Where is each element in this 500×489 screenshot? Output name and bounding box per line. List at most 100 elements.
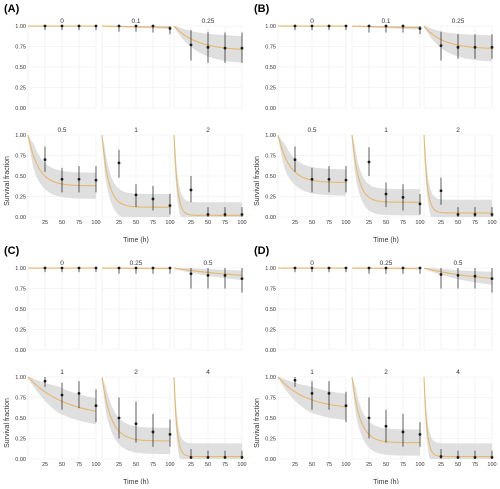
data-point xyxy=(385,267,388,270)
x-tick-label: 75 xyxy=(326,220,332,226)
facet-label: 0.25 xyxy=(380,260,393,267)
y-tick-label: 0.75 xyxy=(265,287,276,293)
panel-letter: (D) xyxy=(254,245,270,257)
facet-label: 0 xyxy=(310,260,314,267)
facet-0: 00.000.250.500.751.00 xyxy=(265,18,347,112)
facet-label: 2 xyxy=(456,127,460,134)
data-point xyxy=(118,25,121,28)
data-point xyxy=(95,25,98,28)
y-tick-label: 0.50 xyxy=(265,65,276,71)
data-point xyxy=(402,196,405,199)
facet-0_25: 0.25 xyxy=(424,18,493,108)
y-tick-label: 0.75 xyxy=(15,154,26,160)
x-tick-label: 50 xyxy=(133,462,139,468)
data-point xyxy=(241,456,244,459)
x-tick-label: 75 xyxy=(222,462,228,468)
data-point xyxy=(385,25,388,28)
data-point xyxy=(491,213,494,216)
y-tick-label: 0.75 xyxy=(15,45,26,51)
data-point xyxy=(328,267,331,270)
x-tick-label: 75 xyxy=(472,462,478,468)
data-point xyxy=(169,27,172,30)
x-tick-label: 100 xyxy=(415,462,424,468)
y-tick-label: 1.00 xyxy=(15,133,26,139)
data-point xyxy=(294,267,297,270)
data-point xyxy=(491,456,494,459)
facet-label: 4 xyxy=(206,369,210,376)
facet-label: 0.5 xyxy=(307,127,316,134)
x-tick-label: 100 xyxy=(237,462,246,468)
data-point xyxy=(419,27,422,30)
y-axis-label: Survival fraction xyxy=(254,398,261,448)
data-point xyxy=(224,47,227,50)
x-tick-label: 50 xyxy=(133,220,139,226)
data-point xyxy=(241,47,244,50)
data-point xyxy=(207,456,210,459)
facet-label: 4 xyxy=(456,369,460,376)
x-tick-label: 100 xyxy=(91,462,100,468)
y-tick-label: 1.00 xyxy=(265,24,276,30)
x-tick-label: 100 xyxy=(91,220,100,226)
x-tick-label: 75 xyxy=(222,220,228,226)
x-tick-label: 25 xyxy=(116,220,122,226)
y-tick-label: 1.00 xyxy=(15,375,26,381)
facet-label: 0.25 xyxy=(452,18,465,25)
data-point xyxy=(169,433,172,436)
data-point xyxy=(190,189,193,192)
y-tick-label: 0.25 xyxy=(265,86,276,92)
facet-label: 0 xyxy=(60,260,64,267)
panel-letter: (A) xyxy=(4,3,20,15)
data-point xyxy=(207,213,210,216)
data-point xyxy=(61,267,64,270)
facet-0_1: 0.1 xyxy=(102,18,171,108)
data-point xyxy=(440,273,443,276)
x-tick-label: 50 xyxy=(455,462,461,468)
x-tick-label: 100 xyxy=(415,220,424,226)
x-tick-label: 100 xyxy=(237,220,246,226)
data-point xyxy=(419,433,422,436)
data-point xyxy=(345,267,348,270)
data-point xyxy=(135,422,138,425)
y-tick-label: 0.00 xyxy=(265,106,276,112)
y-tick-label: 0.75 xyxy=(265,154,276,160)
facet-0: 00.000.250.500.751.00 xyxy=(265,260,347,354)
facet-label: 1 xyxy=(310,369,314,376)
data-point xyxy=(385,425,388,428)
facet-0_25: 0.25 xyxy=(352,260,421,350)
y-tick-label: 0.25 xyxy=(15,195,26,201)
facet-0: 00.000.250.500.751.00 xyxy=(15,260,97,354)
facet-label: 0.5 xyxy=(57,127,66,134)
data-point xyxy=(190,456,193,459)
data-point xyxy=(311,25,314,28)
x-tick-label: 50 xyxy=(383,220,389,226)
data-point xyxy=(152,198,155,201)
data-point xyxy=(328,392,331,395)
x-tick-label: 75 xyxy=(76,462,82,468)
facet-0_5: 0.5 xyxy=(424,260,493,350)
data-point xyxy=(44,25,47,28)
data-point xyxy=(491,46,494,49)
y-tick-label: 0.00 xyxy=(15,106,26,112)
data-point xyxy=(457,274,460,277)
data-point xyxy=(294,379,297,382)
x-tick-label: 25 xyxy=(42,220,48,226)
data-point xyxy=(491,277,494,280)
y-axis-label: Survival fraction xyxy=(4,398,11,448)
x-axis-label: Time (h) xyxy=(373,237,399,244)
x-tick-label: 25 xyxy=(292,220,298,226)
data-point xyxy=(95,404,98,407)
facet-label: 0.1 xyxy=(381,18,390,25)
facet-label: 2 xyxy=(384,369,388,376)
data-point xyxy=(419,202,422,205)
y-tick-label: 0.75 xyxy=(15,396,26,402)
x-tick-label: 100 xyxy=(165,462,174,468)
data-point xyxy=(368,267,371,270)
facet-label: 0.25 xyxy=(202,18,215,25)
y-tick-label: 0.75 xyxy=(15,287,26,293)
